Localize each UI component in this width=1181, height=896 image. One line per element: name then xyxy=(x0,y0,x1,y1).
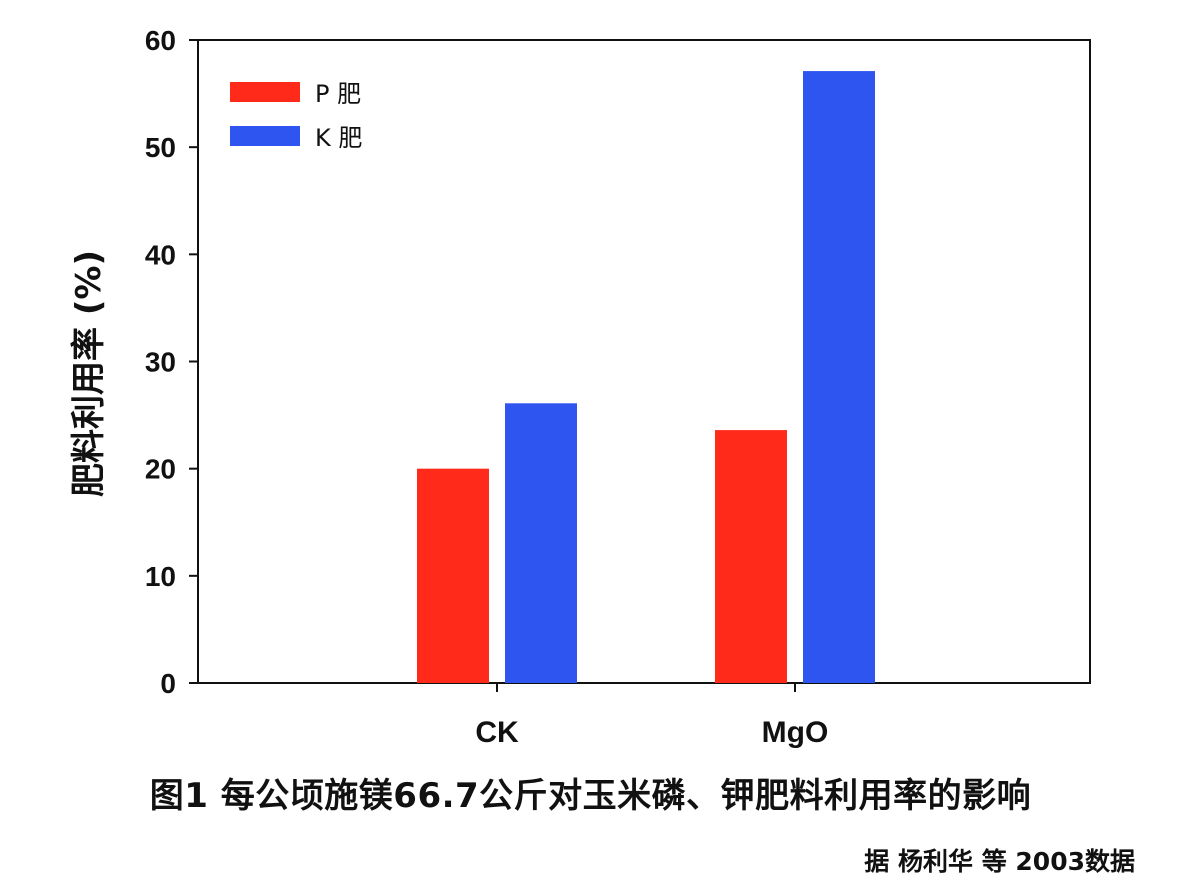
y-tick-label: 10 xyxy=(145,561,176,592)
legend-swatch xyxy=(230,82,300,102)
legend: P 肥 K 肥 xyxy=(230,80,362,152)
legend-label: K 肥 xyxy=(315,124,362,152)
x-category-label: MgO xyxy=(762,716,829,749)
x-axis: CK MgO xyxy=(475,683,828,749)
y-tick-label: 60 xyxy=(145,25,176,56)
bar-k-mgo xyxy=(803,71,875,684)
y-tick-label: 50 xyxy=(145,132,176,163)
bar-p-mgo xyxy=(715,430,787,683)
source-note: 据 杨利华 等 2003数据 xyxy=(864,847,1135,876)
bar-p-ck xyxy=(417,468,489,683)
figure-caption: 图1 每公顷施镁66.7公斤对玉米磷、钾肥料利用率的影响 xyxy=(149,776,1032,816)
legend-label: P 肥 xyxy=(315,80,361,108)
y-tick-label: 0 xyxy=(160,668,176,699)
y-tick-label: 30 xyxy=(145,347,176,378)
legend-swatch xyxy=(230,126,300,146)
bars xyxy=(417,71,875,684)
y-axis-label: 肥料利用率 (%) xyxy=(69,250,109,497)
bar-k-ck xyxy=(505,403,577,683)
x-category-label: CK xyxy=(475,716,519,749)
bar-chart: 0 10 20 30 40 50 60 CK MgO P 肥 K 肥 肥料利用率 (%) xyxy=(69,25,1091,749)
y-tick-label: 20 xyxy=(145,454,176,485)
y-tick-label: 40 xyxy=(145,239,176,270)
y-axis: 0 10 20 30 40 50 60 xyxy=(145,25,198,699)
